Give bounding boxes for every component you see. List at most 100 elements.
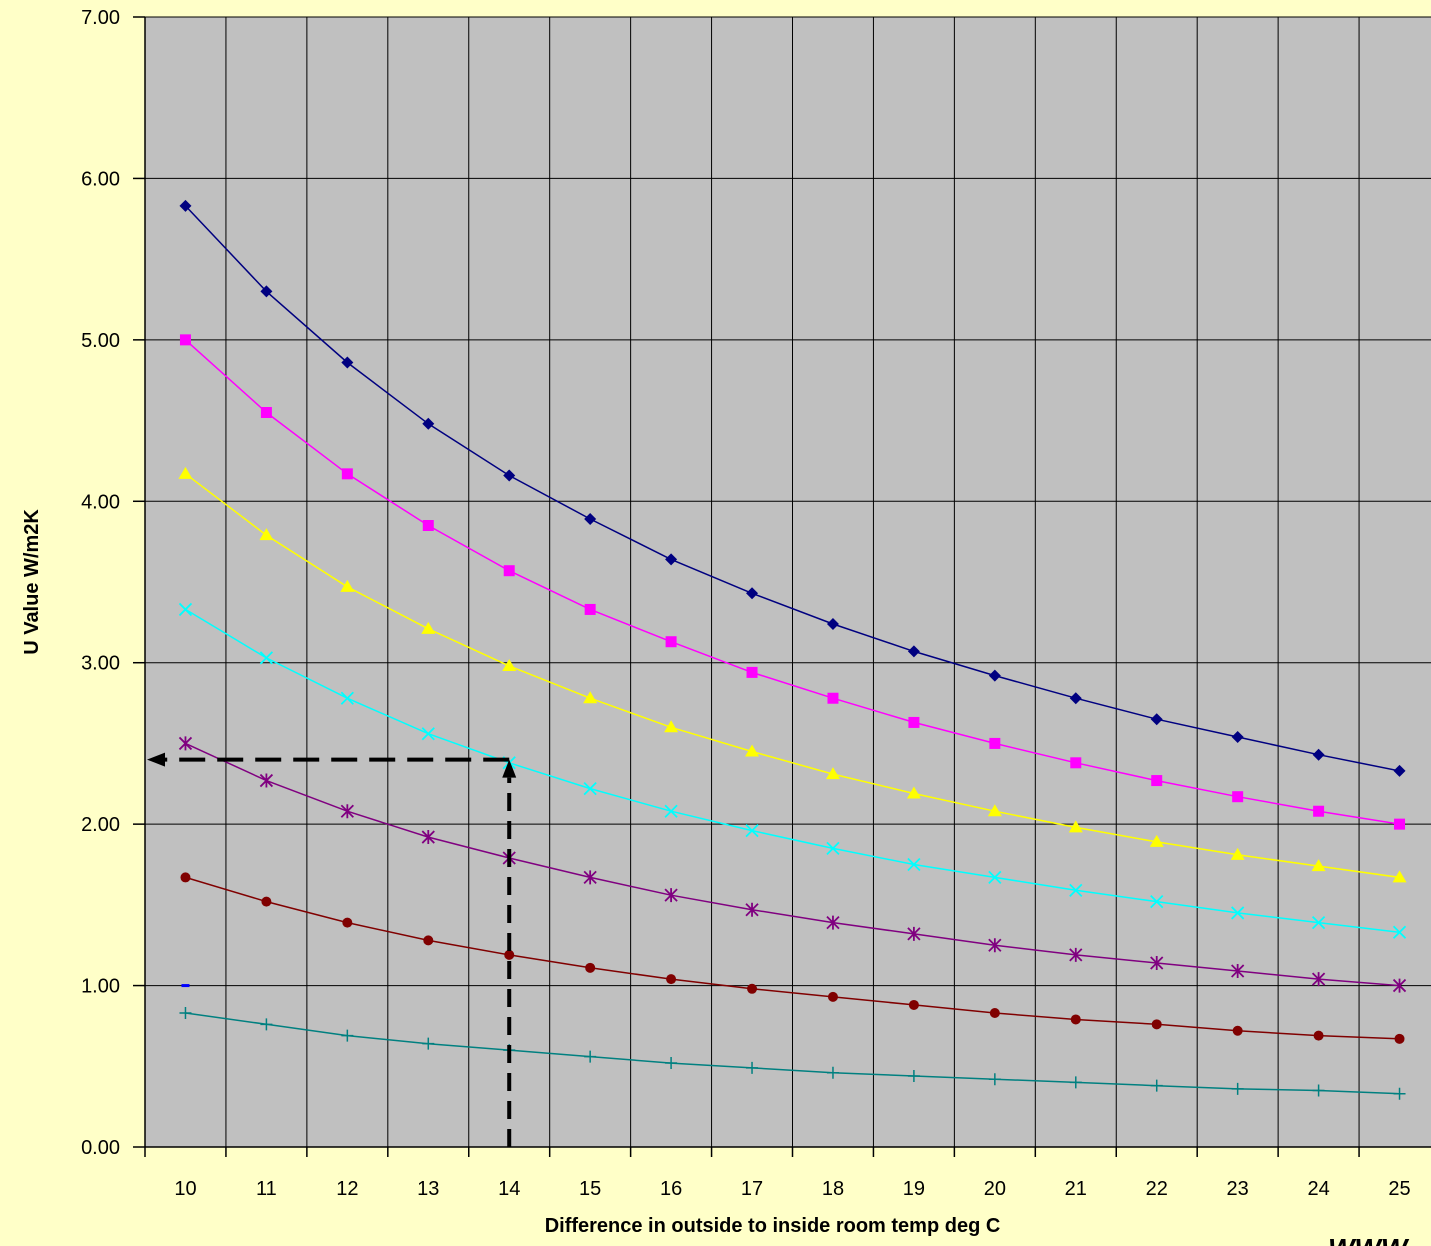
data-point <box>1069 692 1082 705</box>
data-point <box>988 938 1002 953</box>
data-point <box>825 767 840 780</box>
y-tick-label: 0.00 <box>81 1137 120 1159</box>
data-point <box>340 804 354 819</box>
data-point <box>1151 775 1163 787</box>
data-point <box>1069 1076 1082 1089</box>
data-point <box>826 841 840 855</box>
x-tick-label: 22 <box>1146 1178 1168 1200</box>
data-point <box>745 744 760 757</box>
series-line <box>185 473 1400 879</box>
series-line <box>184 205 1400 772</box>
data-point <box>1392 925 1407 939</box>
data-point <box>989 737 1001 749</box>
data-point <box>260 1018 273 1031</box>
data-point <box>664 804 678 818</box>
x-axis-title: Difference in outside to inside room tem… <box>545 1215 1001 1237</box>
data-point <box>260 407 272 418</box>
data-point <box>179 199 192 212</box>
y-tick-label: 1.00 <box>81 976 120 998</box>
data-point <box>1069 947 1083 962</box>
series-line <box>185 876 1400 1040</box>
data-point <box>746 666 758 678</box>
series-1 <box>179 199 1406 777</box>
series-line <box>185 608 1400 934</box>
data-point <box>664 888 678 903</box>
data-point <box>826 617 839 630</box>
grid <box>145 16 1431 1147</box>
data-point <box>1070 1014 1081 1025</box>
data-point <box>908 716 920 728</box>
data-point <box>1150 1079 1163 1092</box>
data-point <box>1313 805 1325 817</box>
y-tick-label: 3.00 <box>81 653 120 675</box>
data-point <box>1311 859 1326 872</box>
data-point <box>1393 764 1406 777</box>
x-tick-label: 11 <box>256 1178 277 1200</box>
data-point <box>1231 906 1245 920</box>
series-6 <box>180 872 1405 1044</box>
series-group <box>178 199 1407 1100</box>
data-point <box>1151 1019 1162 1030</box>
data-point <box>1150 894 1164 909</box>
data-point <box>584 603 596 615</box>
x-tick-label: 10 <box>174 1178 196 1200</box>
data-point <box>1392 978 1407 993</box>
data-point <box>907 857 921 872</box>
data-point <box>987 804 1002 817</box>
data-point <box>827 991 838 1002</box>
series-4 <box>178 602 1407 939</box>
data-point <box>1150 955 1164 970</box>
data-point <box>907 926 921 941</box>
data-point <box>504 949 515 960</box>
data-point <box>1311 972 1326 987</box>
data-point <box>664 720 679 733</box>
data-point <box>583 870 597 885</box>
data-point <box>341 356 354 369</box>
series-3 <box>178 466 1407 883</box>
data-point <box>422 520 434 531</box>
data-point <box>745 823 759 838</box>
data-point <box>906 786 921 799</box>
x-tick-label: 25 <box>1388 1178 1410 1200</box>
y-axis-title: U Value W/m2K <box>21 509 43 655</box>
series-line <box>185 1012 1400 1095</box>
x-tick-label: 24 <box>1307 1178 1329 1200</box>
series-5 <box>178 736 1407 993</box>
plot-area <box>145 17 1431 1147</box>
data-point <box>502 658 517 671</box>
x-tick-label: 23 <box>1227 1178 1249 1200</box>
data-point <box>826 1066 839 1079</box>
x-tick-label: 13 <box>417 1178 439 1200</box>
annotation-arrows <box>147 752 517 1147</box>
x-tick-label: 19 <box>903 1178 925 1200</box>
series-line <box>184 339 1400 825</box>
x-tick-label: 15 <box>579 1178 601 1200</box>
data-point <box>1311 915 1326 930</box>
data-point <box>178 602 193 617</box>
data-point <box>178 736 193 751</box>
data-point <box>584 1050 597 1063</box>
series-2 <box>179 334 1406 830</box>
data-point <box>1232 791 1244 803</box>
data-point <box>1069 883 1083 897</box>
data-point <box>421 727 435 741</box>
data-point <box>1232 1025 1243 1036</box>
series-line <box>185 742 1400 987</box>
data-point <box>259 651 274 665</box>
data-point <box>1231 730 1244 743</box>
data-point <box>1068 820 1083 833</box>
data-point <box>179 334 191 346</box>
data-point <box>1231 964 1245 979</box>
data-point <box>1231 1082 1244 1095</box>
tick-labels: 0.00 1.00 2.00 3.00 4.00 5.00 6.00 7.00 10 11 12 13… <box>81 7 1411 1200</box>
data-point <box>666 974 677 985</box>
data-point <box>988 1073 1001 1086</box>
y-tick-label: 4.00 <box>81 491 120 513</box>
x-tick-label: 17 <box>741 1178 763 1200</box>
data-point <box>180 872 191 883</box>
data-point <box>261 896 272 907</box>
data-point <box>745 902 759 917</box>
data-point <box>178 466 193 479</box>
data-point <box>1312 748 1325 761</box>
